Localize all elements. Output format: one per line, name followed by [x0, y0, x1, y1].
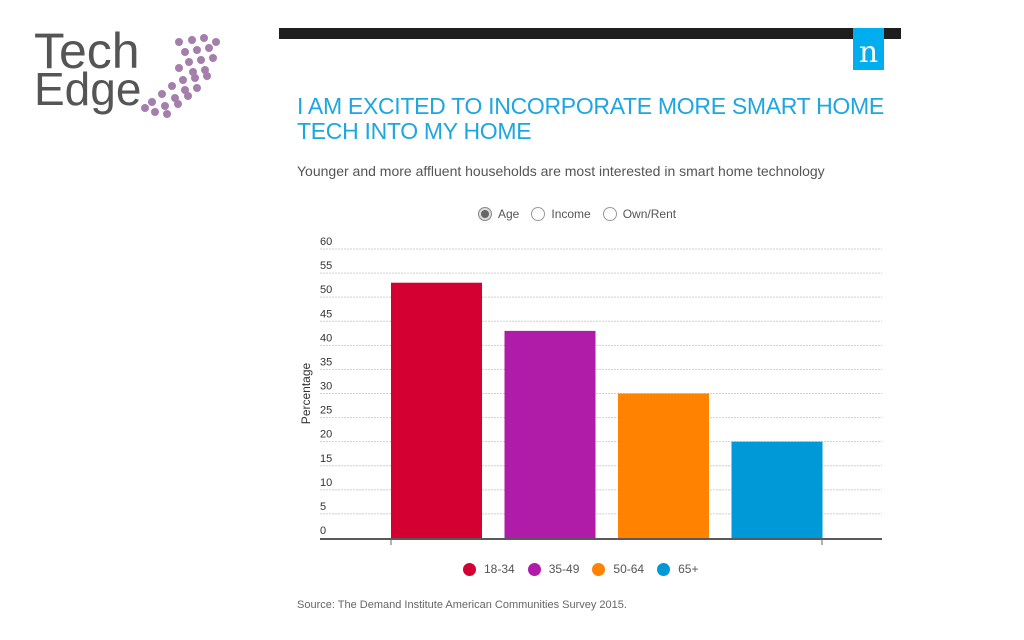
logo-dot — [205, 44, 213, 52]
radio-own-rent[interactable]: Own/Rent — [602, 207, 677, 221]
logo-dot — [179, 76, 187, 84]
logo-dot — [203, 72, 211, 80]
y-tick-label: 35 — [320, 356, 332, 368]
y-tick-label: 50 — [320, 284, 332, 296]
legend-item[interactable]: 18-34 — [463, 562, 515, 576]
logo-dot — [151, 108, 159, 116]
header-bar — [279, 28, 901, 39]
y-tick-label: 10 — [320, 477, 332, 489]
logo-dot — [181, 48, 189, 56]
logo-dot — [148, 98, 156, 106]
logo-dot — [212, 38, 220, 46]
logo-dot — [171, 94, 179, 102]
logo-text-tech: Tech — [34, 23, 140, 79]
legend-label: 18-34 — [484, 562, 515, 576]
bar-35-49 — [504, 330, 596, 538]
radio-age[interactable]: Age — [478, 207, 519, 221]
logo-dot — [174, 100, 182, 108]
techedge-logo: Tech Edge — [32, 26, 222, 118]
radio-indicator[interactable] — [531, 207, 546, 221]
logo-dot — [163, 110, 171, 118]
chart-title: I AM EXCITED TO INCORPORATE MORE SMART H… — [297, 93, 884, 144]
logo-dot — [175, 64, 183, 72]
radio-indicator[interactable] — [478, 207, 492, 221]
filter-radio-group: Age Income Own/Rent — [478, 207, 688, 221]
radio-label: Own/Rent — [622, 207, 677, 221]
logo-dot — [141, 104, 149, 112]
radio-indicator[interactable] — [602, 207, 617, 221]
y-tick-label: 30 — [320, 381, 332, 393]
source-note: Source: The Demand Institute American Co… — [297, 599, 627, 611]
legend-item[interactable]: 50-64 — [592, 562, 644, 576]
logo-dot — [197, 56, 205, 64]
logo-dot — [193, 46, 201, 54]
y-tick-label: 20 — [320, 429, 332, 441]
legend-label: 35-49 — [548, 562, 580, 576]
radio-label: Income — [551, 207, 591, 221]
logo-dot — [200, 34, 208, 42]
y-tick-label: 60 — [320, 236, 332, 248]
y-tick-label: 25 — [320, 405, 332, 417]
y-axis-label: Percentage — [299, 362, 313, 424]
y-tick-label: 45 — [320, 308, 332, 320]
logo-dot — [168, 82, 176, 90]
legend-swatch — [463, 562, 476, 576]
logo-dot — [191, 74, 199, 82]
legend-item[interactable]: 65+ — [657, 562, 698, 576]
logo-text-edge: Edge — [34, 63, 142, 115]
bar-18-34 — [391, 282, 482, 538]
logo-dot — [181, 86, 189, 94]
chart-legend: 18-34 35-49 50-64 65+ — [463, 562, 711, 576]
legend-label: 65+ — [678, 562, 699, 576]
legend-label: 50-64 — [613, 562, 645, 576]
radio-income[interactable]: Income — [531, 207, 591, 221]
y-tick-label: 55 — [320, 260, 332, 272]
logo-dot — [188, 36, 196, 44]
logo-dot — [161, 102, 169, 110]
chart-subtitle: Younger and more affluent households are… — [297, 163, 825, 179]
logo-dot — [193, 84, 201, 92]
logo-dots-icon — [141, 34, 220, 118]
legend-swatch — [527, 562, 541, 576]
y-tick-label: 40 — [320, 332, 332, 344]
bar-chart: 0 5 10 15 20 25 30 35 40 45 50 55 60 Percentage — [299, 236, 882, 545]
y-tick-label: 0 — [320, 525, 326, 537]
nielsen-logo: n — [853, 28, 884, 70]
logo-dot — [185, 58, 193, 66]
bar-65+ — [731, 441, 823, 538]
legend-swatch — [657, 562, 671, 576]
legend-item[interactable]: 35-49 — [527, 562, 580, 576]
logo-dot — [158, 90, 166, 98]
y-tick-label: 15 — [320, 453, 332, 465]
bar-50-64 — [618, 393, 709, 538]
logo-dot — [175, 38, 183, 46]
y-tick-label: 5 — [320, 501, 326, 513]
logo-dot — [209, 54, 217, 62]
logo-dot — [184, 92, 192, 100]
legend-swatch — [592, 562, 606, 576]
radio-label: Age — [498, 207, 520, 221]
